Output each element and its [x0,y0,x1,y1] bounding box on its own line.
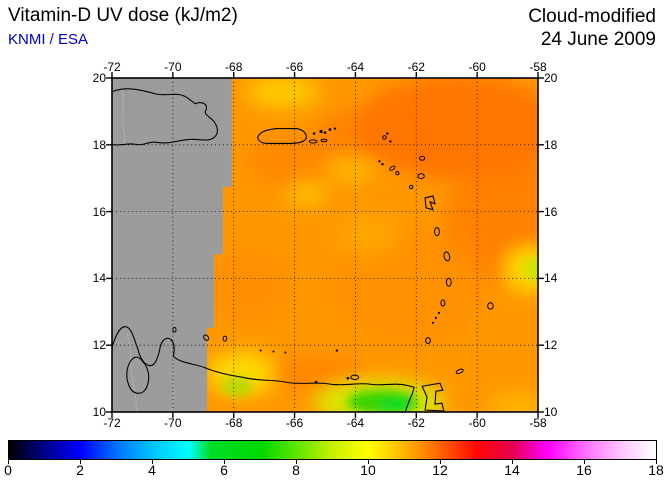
colorbar-tick-label: 14 [504,462,520,478]
colorbar-tick-label: 18 [648,462,664,478]
lon-tick-label-bottom: -64 [346,416,365,430]
lon-tick-label-bottom: -68 [225,416,243,430]
colorbar-tick [368,460,369,464]
lake-maracaibo-outline [126,356,150,394]
colorbar-tick [656,460,657,464]
lat-tick-label-left: 12 [92,338,106,353]
graticule-grid [112,78,538,412]
lat-tick-label-right: 14 [544,271,558,286]
colorbar-tick-label: 16 [576,462,592,478]
no-data-region [112,78,232,412]
colorbar-tick-label: 4 [148,462,156,478]
lon-tick-label-top: -62 [407,60,425,74]
page-title: Vitamin-D UV dose (kJ/m2) [8,5,238,26]
colorbar-tick [224,460,225,464]
small-island-dots [259,127,441,384]
guadeloupe-coastline [424,195,436,211]
colorbar-gradient [9,441,656,459]
lon-tick-label-bottom: -58 [529,416,547,430]
colorbar-tick-label: 8 [292,462,300,478]
colorbar-tick [152,460,153,464]
colorbar-tick-label: 10 [360,462,376,478]
lat-tick-label-right: 10 [544,405,558,419]
colorbar-tick-label: 12 [432,462,448,478]
colorbar-tick [296,460,297,464]
colorbar-tick-label: 6 [220,462,228,478]
venezuela-coastline [112,326,415,412]
lat-tick-label-left: 14 [92,271,106,286]
lon-tick-label-top: -68 [225,60,243,74]
date-label: 24 June 2009 [540,29,656,50]
lat-tick-label-left: 18 [92,137,106,152]
axis-ticks [106,72,544,418]
colorbar-tick [440,460,441,464]
lon-tick-label-top: -64 [346,60,365,74]
lon-tick-label-top: -72 [103,60,121,74]
map-frame [111,77,539,413]
header-right: Cloud-modified 24 June 2009 [528,5,656,51]
lon-tick-label-bottom: -60 [468,416,486,430]
uv-field-patches [207,78,538,412]
colorbar-tick-label: 2 [76,462,84,478]
map-canvas [112,78,538,412]
lon-tick-label-bottom: -72 [103,416,121,430]
lat-tick-label-right: 20 [544,71,558,85]
lon-tick-label-bottom: -66 [285,416,304,430]
colorbar-tick [584,460,585,464]
colorbar [8,440,657,460]
puerto-rico-coastline [257,128,307,144]
lat-tick-label-right: 12 [544,338,558,353]
lon-tick-label-top: -70 [164,60,182,74]
colorbar-tick [512,460,513,464]
lat-tick-label-right: 18 [544,137,558,152]
uv-field-minima [220,257,538,412]
lon-tick-label-top: -60 [468,60,486,74]
source-label: KNMI / ESA [8,31,89,48]
mode-label: Cloud-modified [528,6,656,27]
colorbar-tick [8,460,9,464]
uv-dose-map [106,72,544,418]
lon-tick-label-top: -58 [529,60,547,74]
trinidad-coastline [421,382,445,412]
lon-tick-label-bottom: -70 [164,416,182,430]
colorbar-tick [80,460,81,464]
lat-tick-label-left: 20 [92,71,106,85]
lon-tick-label-bottom: -62 [407,416,425,430]
lon-tick-label-top: -66 [285,60,304,74]
lat-tick-label-left: 10 [92,405,106,419]
lesser-antilles-islands [172,135,494,380]
colorbar-tick-label: 0 [4,462,12,478]
lat-tick-label-left: 16 [92,204,106,219]
lat-tick-label-right: 16 [544,204,558,219]
